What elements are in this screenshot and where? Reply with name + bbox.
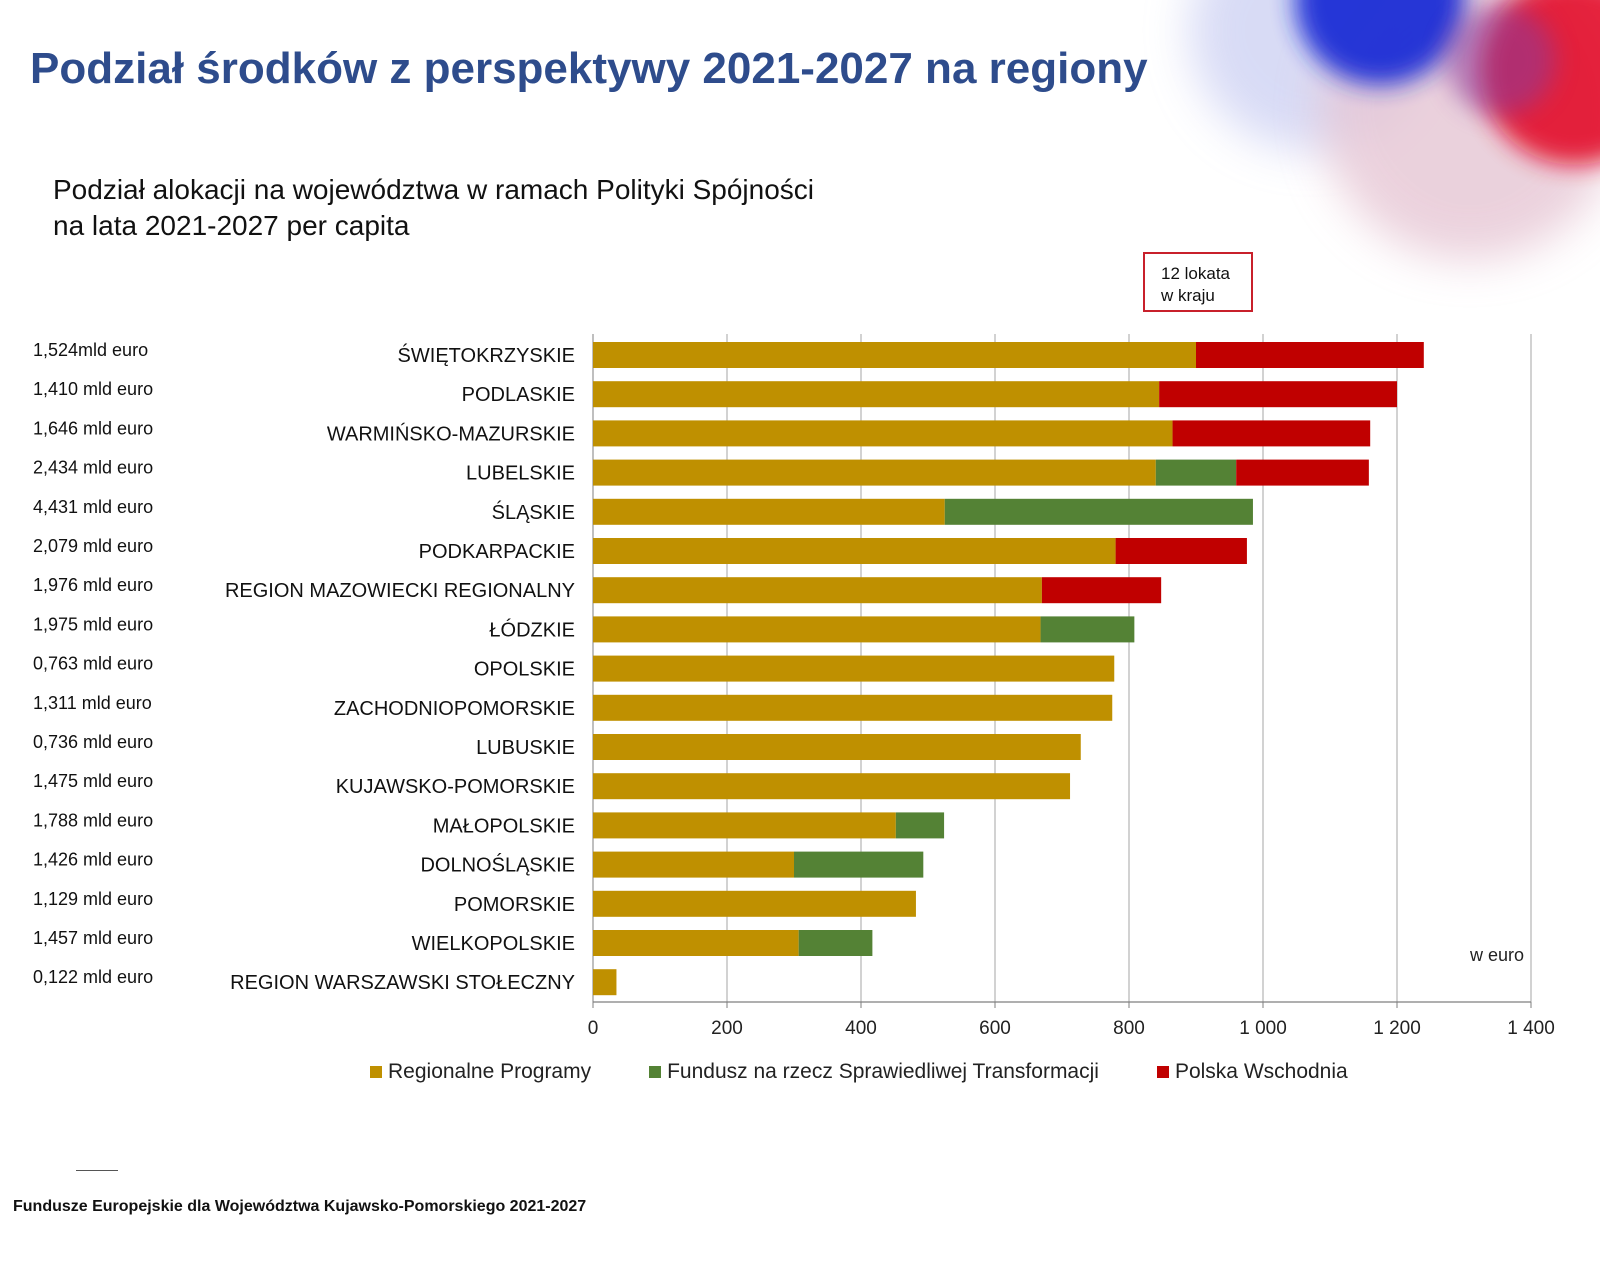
bar-1-series-2 — [1159, 381, 1397, 408]
total-label-2: 1,646 mld euro — [33, 418, 153, 438]
category-label-1: PODLASKIE — [462, 384, 575, 406]
footer-text: Fundusze Europejskie dla Województwa Kuj… — [13, 1198, 587, 1215]
total-label-4: 4,431 mld euro — [33, 497, 153, 517]
category-label-12: MAŁOPOLSKIE — [433, 815, 575, 837]
bar-3-series-0 — [593, 459, 1156, 486]
category-label-7: ŁÓDZKIE — [489, 618, 575, 641]
bar-3-series-1 — [1155, 459, 1237, 486]
bar-7-series-0 — [593, 616, 1041, 643]
chart-title: Podział alokacji na województwa w ramach… — [53, 172, 814, 244]
total-label-11: 1,475 mld euro — [33, 771, 153, 791]
bar-7-series-1 — [1040, 616, 1135, 643]
category-label-16: REGION WARSZAWSKI STOŁECZNY — [230, 972, 575, 994]
category-label-14: POMORSKIE — [454, 894, 575, 916]
legend-swatch-transition — [649, 1066, 662, 1078]
bar-13-series-1 — [794, 851, 924, 878]
legend-label-transition: Fundusz na rzecz Sprawiedliwej Transform… — [667, 1060, 1099, 1083]
decor-circle-blue — [1295, 0, 1465, 85]
total-label-6: 1,976 mld euro — [33, 575, 153, 595]
category-label-15: WIELKOPOLSKIE — [412, 933, 575, 955]
x-tick-label-5: 1 000 — [1239, 1018, 1287, 1039]
category-label-5: PODKARPACKIE — [419, 541, 575, 563]
bar-2-series-2 — [1172, 420, 1371, 447]
total-label-15: 1,457 mld euro — [33, 928, 153, 948]
total-label-12: 1,788 mld euro — [33, 810, 153, 830]
total-label-9: 1,311 mld euro — [33, 693, 152, 713]
rank-callout-line-2: w kraju — [1161, 286, 1215, 305]
category-label-11: KUJAWSKO-POMORSKIE — [336, 776, 575, 798]
chart-title-line-1: Podział alokacji na województwa w ramach… — [53, 174, 815, 205]
x-tick-label-6: 1 200 — [1373, 1018, 1421, 1039]
bar-0-series-0 — [593, 342, 1196, 368]
bar-12-series-0 — [593, 812, 896, 839]
legend-label-regional: Regionalne Programy — [388, 1060, 592, 1083]
legend-label-east: Polska Wschodnia — [1174, 1060, 1348, 1083]
total-label-13: 1,426 mld euro — [33, 850, 153, 870]
bar-2-series-0 — [593, 420, 1173, 447]
x-tick-label-4: 800 — [1113, 1018, 1145, 1039]
x-tick-label-2: 400 — [845, 1018, 877, 1039]
bar-4-series-0 — [593, 498, 945, 525]
footer-rule — [76, 1170, 118, 1171]
decor-circle-violet — [1445, 5, 1555, 115]
category-label-2: WARMIŃSKO-MAZURSKIE — [327, 422, 575, 445]
bar-14-series-0 — [593, 890, 916, 917]
legend-item-regional: Regionalne Programy — [370, 1060, 591, 1084]
category-label-9: ZACHODNIOPOMORSKIE — [334, 698, 575, 720]
bar-10-series-0 — [593, 734, 1081, 760]
legend-swatch-east — [1156, 1066, 1169, 1078]
x-tick-label-7: 1 400 — [1507, 1018, 1555, 1039]
bar-9-series-0 — [593, 694, 1113, 721]
bar-8-series-0 — [593, 655, 1115, 682]
x-tick-label-0: 0 — [588, 1018, 599, 1039]
x-tick-label-1: 200 — [711, 1018, 743, 1039]
bar-15-series-0 — [593, 930, 799, 956]
category-label-8: OPOLSKIE — [474, 659, 575, 681]
total-label-10: 0,736 mld euro — [33, 732, 153, 752]
total-label-14: 1,129 mld euro — [33, 889, 153, 909]
bar-13-series-0 — [593, 851, 794, 878]
category-label-3: LUBELSKIE — [466, 463, 575, 485]
slide-title: Podział środków z perspektywy 2021-2027 … — [30, 44, 1148, 93]
rank-callout: 12 lokata w kraju — [1143, 252, 1253, 312]
chart-legend: Regionalne Programy Fundusz na rzecz Spr… — [370, 1060, 1348, 1084]
bar-16-series-0 — [593, 969, 617, 996]
bar-11-series-0 — [593, 773, 1071, 800]
total-label-1: 1,410 mld euro — [33, 379, 153, 399]
legend-swatch-regional — [370, 1066, 382, 1078]
chart-title-line-2: na lata 2021-2027 per capita — [53, 210, 410, 241]
bar-6-series-2 — [1041, 577, 1162, 604]
total-label-16: 0,122 mld euro — [33, 967, 153, 987]
bar-15-series-1 — [798, 930, 873, 956]
bar-3-series-2 — [1236, 459, 1369, 486]
category-label-13: DOLNOŚLĄSKIE — [420, 853, 575, 877]
bar-1-series-0 — [593, 381, 1160, 408]
bar-12-series-1 — [895, 812, 945, 839]
bar-5-series-2 — [1115, 538, 1247, 564]
rank-callout-line-1: 12 lokata — [1161, 264, 1230, 283]
category-label-0: ŚWIĘTOKRZYSKIE — [398, 343, 575, 367]
unit-label: w euro — [1470, 945, 1525, 965]
stacked-bar-chart: 0 200 400 600 800 1 000 1 200 1 400 ŚWIĘTOKRZYSK… — [33, 334, 1555, 1039]
category-label-6: REGION MAZOWIECKI REGIONALNY — [225, 580, 575, 602]
total-label-0: 1,524mld euro — [33, 340, 148, 360]
total-label-5: 2,079 mld euro — [33, 536, 153, 556]
bar-0-series-2 — [1196, 342, 1424, 368]
category-label-4: ŚLĄSKIE — [492, 500, 575, 524]
legend-item-transition: Fundusz na rzecz Sprawiedliwej Transform… — [649, 1060, 1099, 1084]
total-label-7: 1,975 mld euro — [33, 614, 153, 634]
legend-item-east: Polska Wschodnia — [1156, 1060, 1348, 1084]
bar-4-series-1 — [944, 498, 1253, 525]
category-label-10: LUBUSKIE — [476, 737, 575, 759]
bar-6-series-0 — [593, 577, 1042, 604]
total-label-3: 2,434 mld euro — [33, 458, 153, 478]
bar-5-series-0 — [593, 538, 1116, 564]
x-tick-label-3: 600 — [979, 1018, 1011, 1039]
total-label-8: 0,763 mld euro — [33, 654, 153, 674]
